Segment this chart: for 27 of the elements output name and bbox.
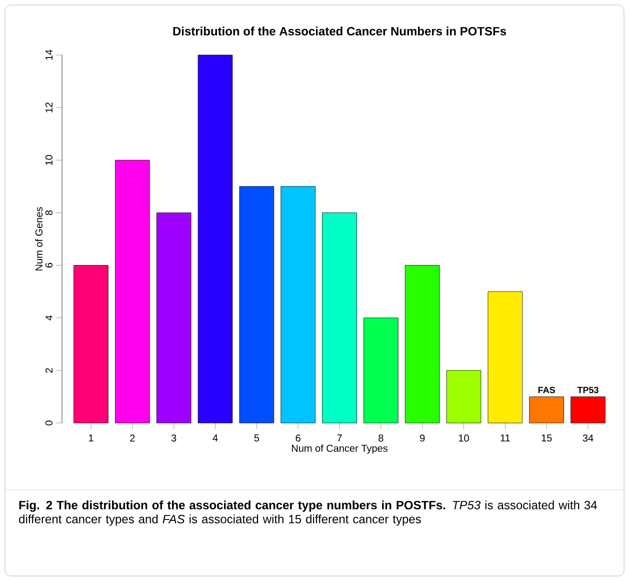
y-tick-label: 12 — [45, 102, 52, 112]
x-axis-title: Num of Cancer Types — [292, 444, 388, 454]
y-tick-label: 8 — [45, 210, 52, 216]
y-tick-label: 10 — [45, 154, 52, 165]
x-tick-label: 34 — [582, 434, 594, 442]
x-tick-label: 9 — [420, 434, 425, 442]
y-axis-title: Num of Genes — [35, 207, 43, 270]
chart-title: Distribution of the Associated Cancer Numbers in POTSFs — [173, 26, 506, 36]
y-tick-label: 0 — [45, 420, 52, 426]
x-tick-label: 15 — [542, 434, 552, 442]
x-tick-label: 1 — [88, 434, 94, 442]
x-tick-label: 3 — [171, 434, 176, 442]
text: Fig. 2 The distribution of the associated cancer type numbers in POSTFs. TP53 is associated with 34 different cancer types and FAS is associated with 15 different cancer types — [19, 500, 597, 526]
x-tick-label: 10 — [458, 434, 469, 442]
y-tick-label: 6 — [45, 262, 52, 268]
x-tick-label: 7 — [337, 434, 342, 442]
y-tick-label: 2 — [45, 368, 52, 373]
x-tick-label: 2 — [130, 434, 135, 442]
x-tick-label: 5 — [254, 434, 260, 442]
x-tick-label: 6 — [296, 434, 300, 442]
x-tick-label: 8 — [378, 434, 384, 442]
data-label: FAS — [538, 386, 555, 394]
data-label: TP53 — [577, 386, 598, 394]
y-tick-label: 4 — [46, 315, 52, 320]
x-tick-label: 4 — [212, 434, 218, 442]
x-tick-label: 11 — [500, 434, 510, 442]
y-tick-label: 14 — [46, 50, 52, 60]
